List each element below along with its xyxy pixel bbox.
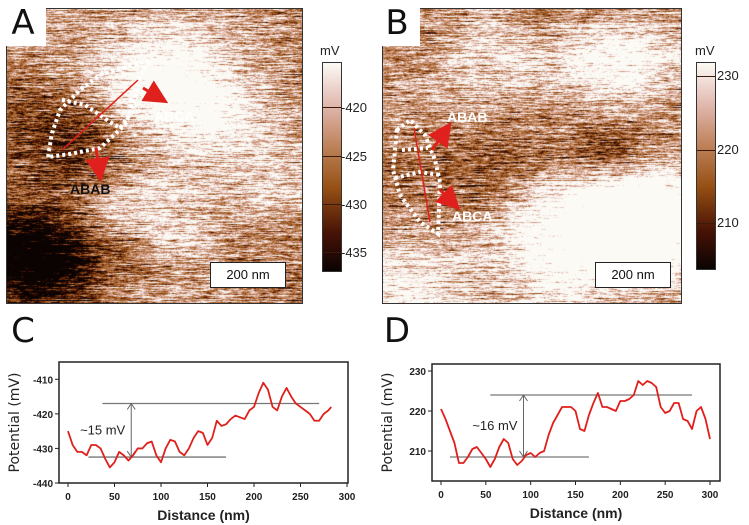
x-axis-label: Distance (nm) (530, 505, 623, 521)
potential-profile-line (67, 381, 332, 469)
arrow-icon (85, 147, 110, 182)
y-tick-label: -420 (33, 410, 53, 421)
colorbar-a-tick: -430 (341, 197, 368, 212)
panel-letter-b: B (374, 0, 420, 46)
x-axis-label: Distance (nm) (157, 507, 250, 523)
colorbar-b-tickmark (697, 223, 715, 224)
x-tick-label: 200 (612, 490, 629, 501)
x-tick-label: 250 (292, 492, 309, 503)
x-tick-label: 200 (246, 492, 263, 503)
y-axis-label: Potential (mV) (380, 373, 396, 473)
label-abca-a: ABCA (154, 108, 194, 124)
label-abab-a: ABAB (70, 181, 110, 197)
colorbar-b-tick: 230 (717, 68, 739, 83)
colorbar-a-tickmark (323, 156, 341, 157)
x-tick-label: 100 (522, 490, 539, 501)
y-tick-label: 230 (409, 367, 426, 378)
scale-bar-a: 200 nm (210, 262, 286, 288)
label-abab-b: ABAB (447, 109, 487, 125)
x-tick-label: 50 (480, 490, 492, 501)
y-tick-label: 210 (409, 447, 426, 458)
y-tick-label: -440 (33, 479, 53, 490)
x-tick-label: 50 (109, 492, 121, 503)
label-abca-b: ABCA (452, 208, 492, 224)
delta-annotation: ~16 mV (472, 418, 517, 433)
potential-profile-line (440, 380, 711, 468)
profile-line-b (413, 127, 431, 223)
colorbar-a-tick: -420 (341, 100, 368, 115)
colorbar-a-unit: mV (320, 43, 340, 58)
domain-outline-a (45, 56, 155, 160)
colorbar-b-unit: mV (695, 43, 715, 58)
x-tick-label: 150 (567, 490, 584, 501)
kpfm-image-b (382, 8, 682, 304)
colorbar-a-tickmark (323, 107, 341, 108)
colorbar-a-tickmark (323, 252, 341, 253)
panel-letter-d: D (374, 308, 420, 354)
y-axis-label: Potential (mV) (7, 373, 23, 473)
colorbar-b-tick: 210 (717, 215, 739, 230)
colorbar-a (322, 62, 342, 272)
colorbar-b-tickmark (697, 76, 715, 77)
panel-letter-a: A (0, 0, 46, 46)
x-tick-label: 150 (199, 492, 216, 503)
profile-line-a (61, 79, 139, 151)
x-tick-label: 300 (702, 490, 719, 501)
arrow-icon (434, 184, 461, 211)
x-tick-label: 0 (438, 490, 444, 501)
colorbar-a-tickmark (323, 204, 341, 205)
delta-annotation: ~15 mV (80, 422, 125, 437)
colorbar-b-tick: 220 (717, 142, 739, 157)
y-tick-label: -430 (33, 444, 53, 455)
panel-letter-c: C (0, 308, 46, 354)
colorbar-b (696, 62, 716, 270)
x-tick-label: 250 (657, 490, 674, 501)
kpfm-image-a (6, 8, 303, 304)
x-tick-label: 0 (65, 492, 71, 503)
y-tick-label: 220 (409, 407, 426, 418)
colorbar-b-tickmark (697, 150, 715, 151)
plot-frame (58, 361, 349, 484)
arrow-icon (141, 80, 169, 104)
arrow-icon (427, 122, 452, 151)
y-tick-label: -410 (33, 375, 53, 386)
colorbar-a-tick: -425 (341, 149, 368, 164)
domain-outline-b (390, 117, 443, 238)
colorbar-a-tick: -435 (341, 245, 368, 260)
arrowhead-icon (519, 394, 528, 458)
x-tick-label: 100 (153, 492, 170, 503)
x-tick-label: 300 (339, 492, 356, 503)
scale-bar-b: 200 nm (595, 262, 671, 288)
